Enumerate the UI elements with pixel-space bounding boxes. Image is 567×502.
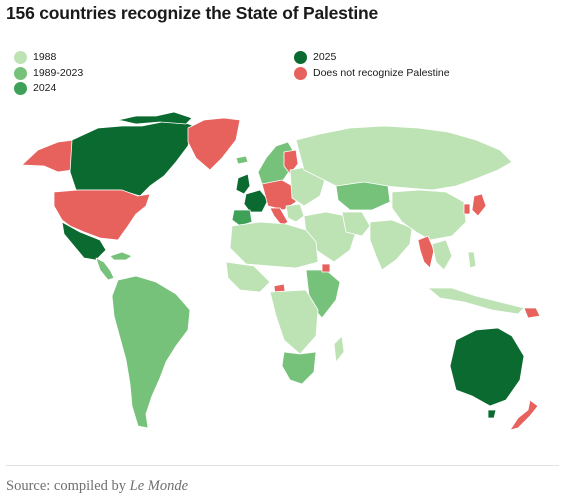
legend-swatch-not-recognized	[294, 66, 307, 80]
region-central-africa	[269, 289, 319, 355]
chart-title: 156 countries recognize the State of Pal…	[6, 3, 379, 23]
region-southern-africa	[281, 351, 317, 385]
region-central-america	[95, 257, 115, 281]
region-china	[391, 189, 467, 241]
legend-right: 2025 Does not recognize Palestine	[294, 50, 450, 81]
region-mexico	[61, 221, 107, 261]
source-publisher: Le Monde	[129, 478, 189, 494]
region-png	[523, 307, 541, 319]
region-philippines	[467, 251, 477, 269]
legend-label-1989-2023: 1989-2023	[33, 66, 84, 79]
region-iceland	[235, 155, 249, 165]
region-russia	[295, 125, 513, 191]
region-north-africa	[229, 221, 319, 269]
legend-item-2025: 2025	[294, 50, 450, 66]
legend-swatch-2025	[294, 51, 307, 65]
region-south-asia	[369, 219, 413, 271]
region-iran	[341, 211, 371, 237]
world-map	[21, 111, 541, 431]
region-canada-arctic-islands	[117, 111, 193, 125]
legend-item-2024: 2024	[14, 81, 83, 97]
legend-label-2024: 2024	[33, 82, 57, 94]
legend-left: 1988 1989-2023 2024	[14, 50, 83, 97]
divider	[6, 465, 559, 466]
region-south-america	[111, 275, 191, 429]
region-southeast-asia	[431, 239, 453, 271]
region-madagascar	[333, 335, 345, 363]
region-uk-ireland	[235, 173, 251, 195]
legend-label-1988: 1988	[33, 51, 57, 63]
region-eritrea	[321, 263, 331, 273]
source-note: Source: compiled by Le Monde	[6, 478, 188, 495]
region-tasmania	[487, 409, 497, 419]
region-alaska	[21, 139, 75, 173]
legend-item-not-recognized: Does not recognize Palestine	[294, 66, 450, 82]
region-france-belgium	[243, 189, 269, 213]
legend-swatch-1988	[14, 51, 27, 65]
region-japan	[471, 193, 487, 217]
legend-item-1989-2023: 1989-2023	[14, 66, 83, 82]
legend-label-2025: 2025	[313, 51, 337, 63]
region-west-africa	[225, 261, 271, 293]
region-balkans	[285, 203, 305, 223]
region-myanmar	[417, 235, 435, 269]
source-prefix: Source: compiled by	[6, 478, 130, 494]
legend-swatch-1989-2023	[14, 66, 27, 80]
region-australia	[449, 327, 525, 407]
region-central-asia	[335, 181, 391, 211]
region-new-zealand	[509, 399, 539, 431]
legend-item-1988: 1988	[14, 50, 83, 66]
region-central-europe	[261, 179, 297, 211]
legend-label-not-recognized: Does not recognize Palestine	[313, 66, 450, 79]
legend-swatch-2024	[14, 82, 27, 96]
region-caribbean	[109, 251, 133, 261]
region-greenland	[187, 117, 241, 171]
region-korea	[463, 203, 471, 215]
region-indonesia	[427, 287, 525, 315]
region-usa	[53, 189, 151, 241]
region-canada	[69, 119, 195, 197]
